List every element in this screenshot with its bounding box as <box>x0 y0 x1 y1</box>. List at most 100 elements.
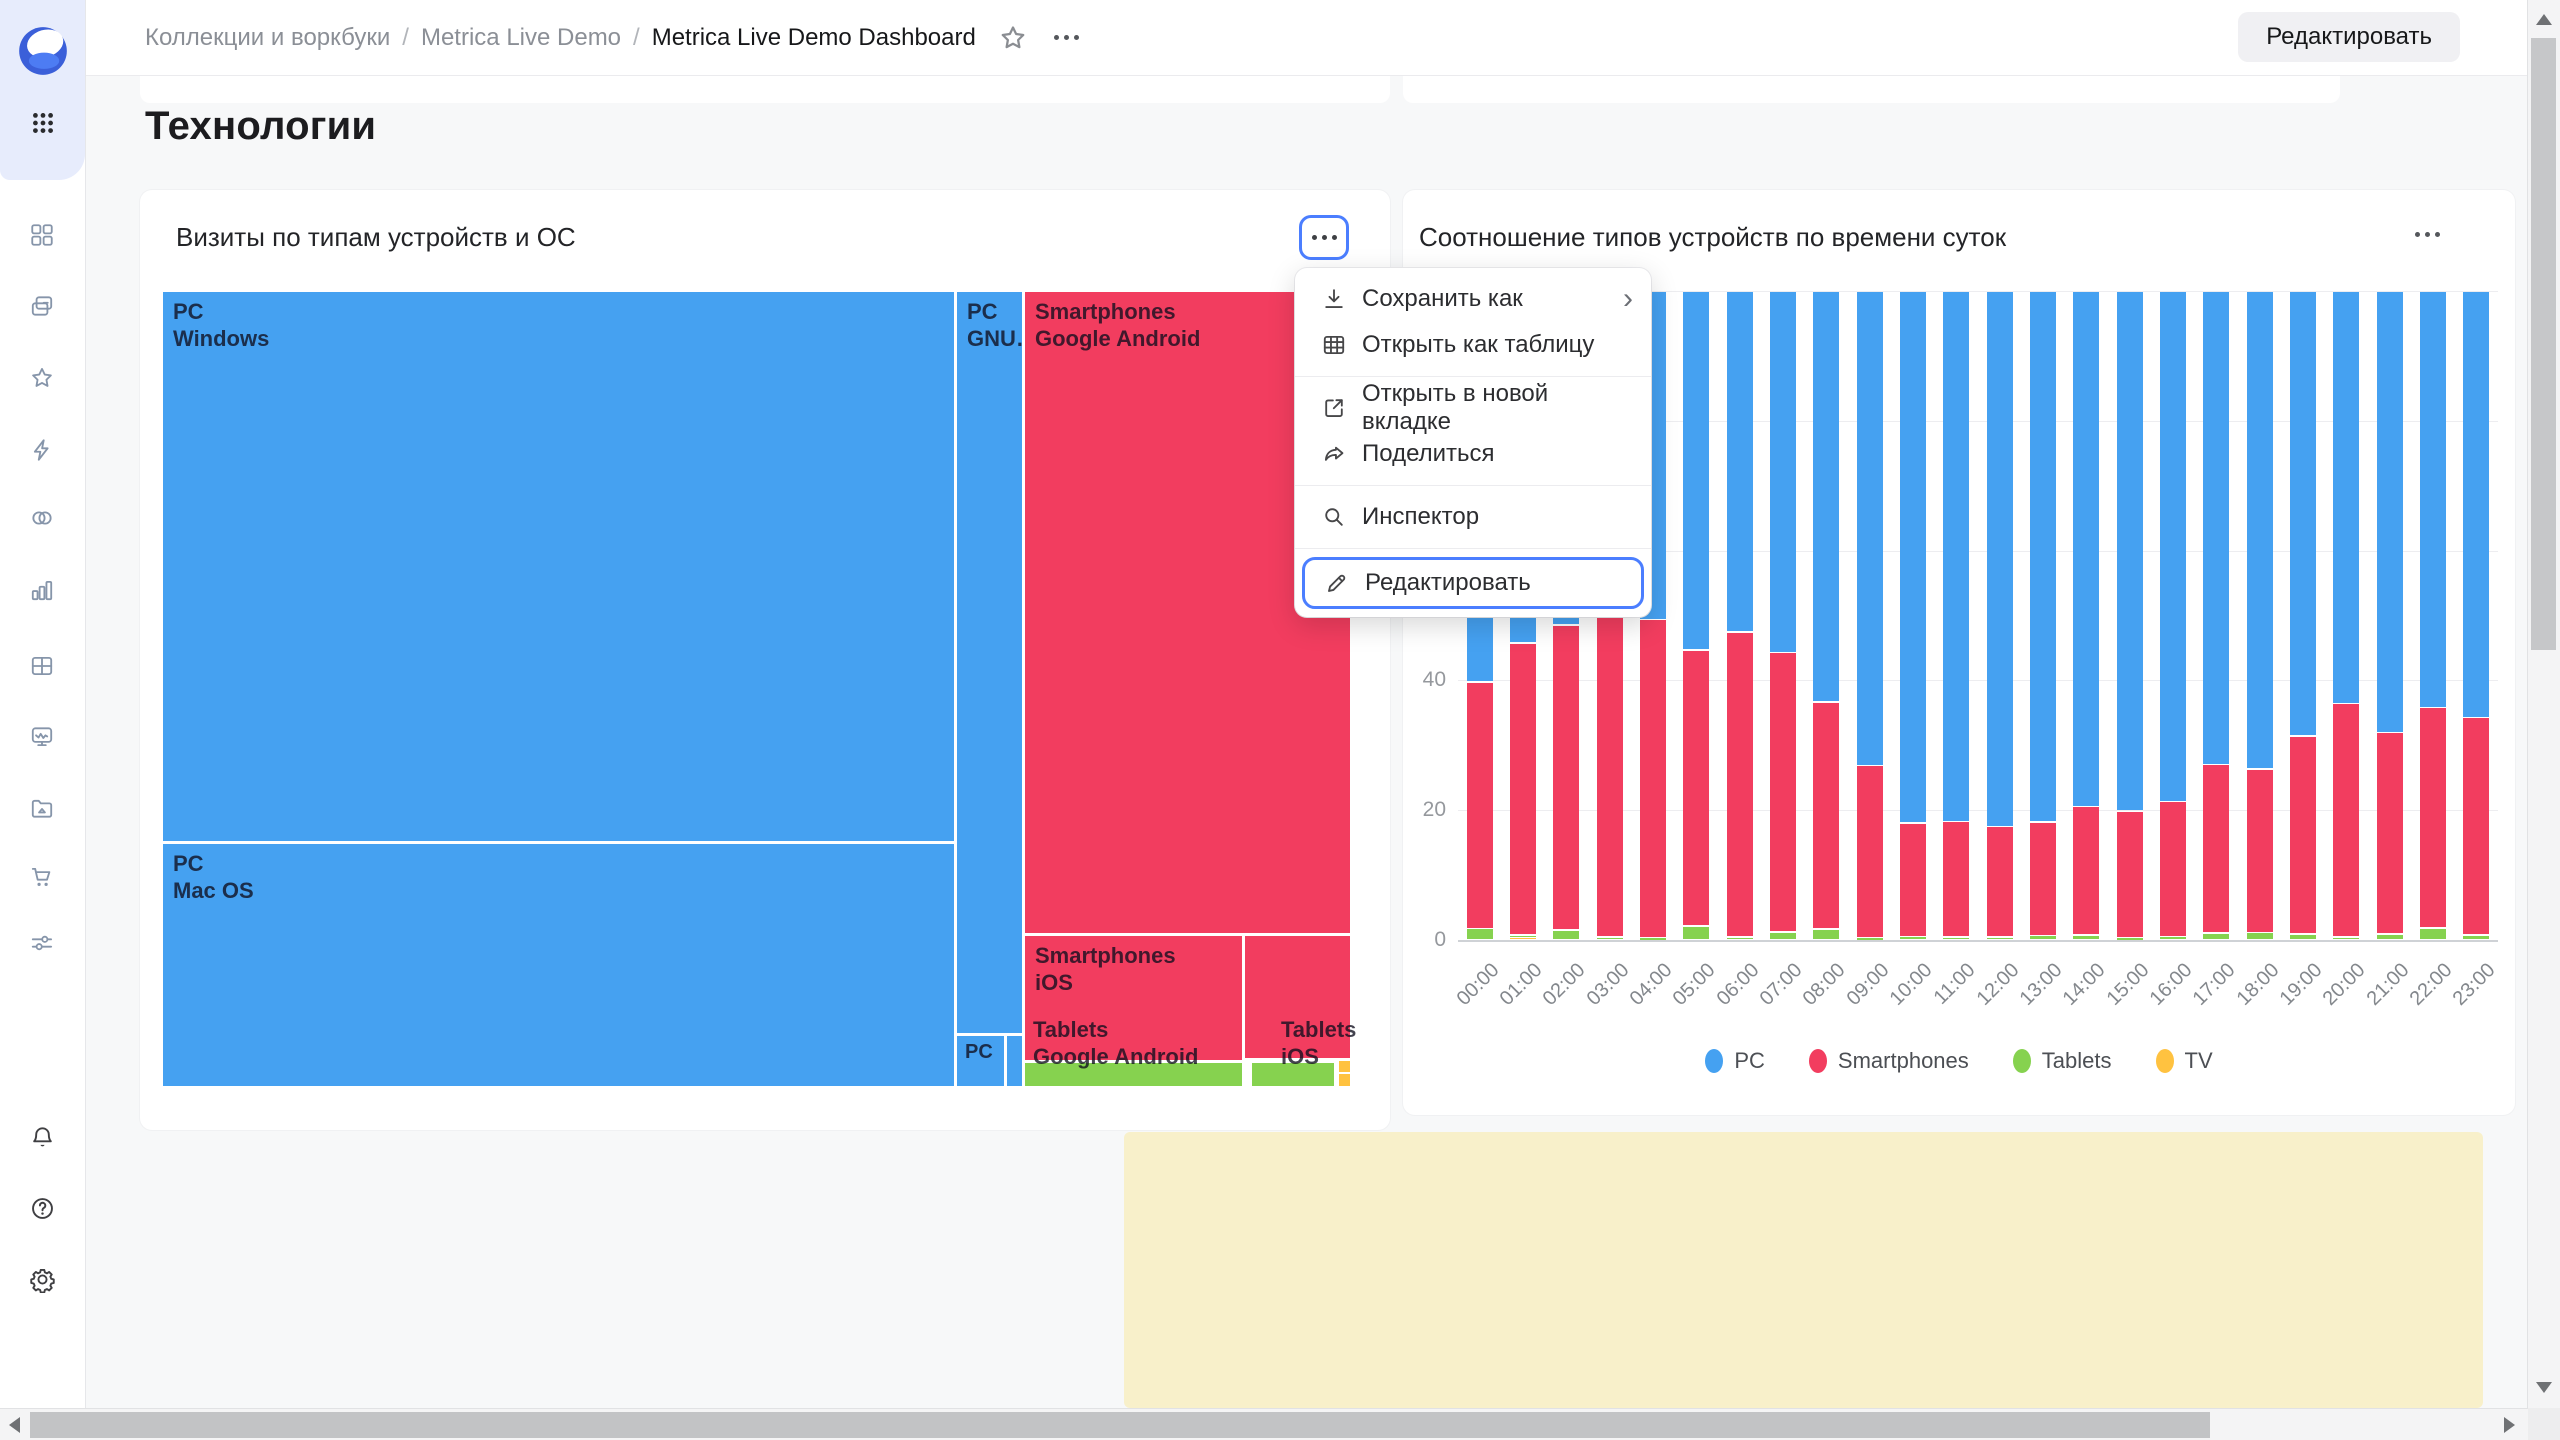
bar-segment-tablets-16:00[interactable] <box>2160 937 2186 940</box>
bar-segment-tablets-12:00[interactable] <box>1986 937 2013 940</box>
menu-item-open-in-new-tab[interactable]: Открыть в новой вкладке <box>1295 380 1651 435</box>
bar-segment-smartphones-19:00[interactable] <box>2290 736 2316 933</box>
monitor-chart-icon[interactable] <box>29 724 55 750</box>
bar-segment-pc-20:00[interactable] <box>2333 292 2360 703</box>
bar-segment-tablets-20:00[interactable] <box>2333 937 2360 940</box>
bar-segment-tablets-23:00[interactable] <box>2463 935 2490 940</box>
bar-segment-tv-01:00[interactable] <box>1510 937 1536 940</box>
menu-item-edit[interactable]: Редактировать <box>1305 560 1641 606</box>
bar-segment-pc-18:00[interactable] <box>2246 292 2273 769</box>
filters-icon[interactable] <box>29 930 55 956</box>
table-nav-icon[interactable] <box>29 653 55 679</box>
treemap-cell-smartphones-ios[interactable]: Smartphones iOS <box>1025 936 1242 1060</box>
bar-segment-smartphones-07:00[interactable] <box>1770 653 1796 932</box>
treemap-cell-pc-other[interactable]: PC <box>957 1036 1004 1086</box>
bar-segment-tablets-02:00[interactable] <box>1553 930 1580 940</box>
bar-segment-tablets-21:00[interactable] <box>2376 934 2403 940</box>
legend-item-tablets[interactable]: Tablets <box>2012 1048 2112 1074</box>
menu-item-open-as-table[interactable]: Открыть как таблицу <box>1295 322 1651 368</box>
treemap-cell-smartphones-other[interactable] <box>1245 936 1350 1058</box>
scroll-down-icon[interactable] <box>2536 1382 2552 1393</box>
bar-segment-tablets-11:00[interactable] <box>1943 937 1970 940</box>
bar-segment-pc-23:00[interactable] <box>2463 292 2490 717</box>
menu-item-save-as[interactable]: Сохранить как › <box>1295 276 1651 322</box>
bar-segment-tablets-03:00[interactable] <box>1596 937 1623 940</box>
bar-segment-pc-12:00[interactable] <box>1986 292 2013 826</box>
bar-segment-tablets-04:00[interactable] <box>1640 938 1666 940</box>
bar-segment-tablets-09:00[interactable] <box>1856 938 1883 940</box>
cart-icon[interactable] <box>29 864 55 890</box>
bar-segment-smartphones-17:00[interactable] <box>2203 765 2230 933</box>
treemap-cell-tablets-google-android[interactable] <box>1025 1063 1242 1086</box>
bar-segment-pc-15:00[interactable] <box>2116 292 2143 811</box>
bar-segment-pc-13:00[interactable] <box>2030 292 2056 822</box>
bar-segment-pc-17:00[interactable] <box>2203 292 2230 764</box>
bar-segment-smartphones-23:00[interactable] <box>2463 718 2490 935</box>
vertical-scroll-thumb[interactable] <box>2531 38 2556 650</box>
bar-segment-tablets-10:00[interactable] <box>1900 937 1926 940</box>
horizontal-scrollbar[interactable] <box>0 1408 2528 1440</box>
treemap-cell-tv-2[interactable] <box>1339 1074 1350 1086</box>
bar-segment-smartphones-04:00[interactable] <box>1640 620 1666 937</box>
bar-segment-smartphones-08:00[interactable] <box>1813 702 1840 929</box>
bar-segment-smartphones-16:00[interactable] <box>2160 802 2186 936</box>
datalens-logo[interactable] <box>17 25 69 77</box>
bar-segment-tablets-22:00[interactable] <box>2420 928 2446 940</box>
bar-segment-smartphones-11:00[interactable] <box>1943 822 1970 937</box>
bar-segment-pc-14:00[interactable] <box>2073 292 2100 806</box>
treemap-cell-tv-1[interactable] <box>1339 1061 1350 1072</box>
bar-segment-pc-07:00[interactable] <box>1770 292 1796 652</box>
bar-segment-pc-09:00[interactable] <box>1856 292 1883 765</box>
bar-segment-smartphones-10:00[interactable] <box>1900 823 1926 936</box>
bar-segment-smartphones-02:00[interactable] <box>1553 625 1580 930</box>
bar-segment-tablets-14:00[interactable] <box>2073 935 2100 940</box>
bar-segment-smartphones-22:00[interactable] <box>2420 708 2446 928</box>
bar-segment-tablets-13:00[interactable] <box>2030 936 2056 940</box>
breadcrumb-workbook[interactable]: Metrica Live Demo <box>420 23 622 51</box>
bar-segment-smartphones-03:00[interactable] <box>1596 616 1623 937</box>
menu-item-inspector[interactable]: Инспектор <box>1295 494 1651 540</box>
bar-segment-pc-22:00[interactable] <box>2420 292 2446 707</box>
legend-item-tv[interactable]: TV <box>2155 1048 2213 1074</box>
star-nav-icon[interactable] <box>29 365 55 391</box>
bell-icon[interactable] <box>29 1124 56 1151</box>
bar-segment-tablets-00:00[interactable] <box>1466 929 1493 940</box>
scroll-left-icon[interactable] <box>9 1417 20 1433</box>
bar-segment-tablets-08:00[interactable] <box>1813 929 1840 940</box>
bar-segment-pc-16:00[interactable] <box>2160 292 2186 801</box>
bar-segment-smartphones-21:00[interactable] <box>2376 733 2403 933</box>
treemap-cell-tablets-ios[interactable] <box>1252 1063 1334 1086</box>
bar-segment-smartphones-13:00[interactable] <box>2030 822 2056 935</box>
nav-squares-icon[interactable] <box>29 222 55 248</box>
help-icon[interactable] <box>29 1195 56 1222</box>
treemap-cell-pc-gnu-linux[interactable]: PC GNU… <box>957 292 1022 1033</box>
scroll-up-icon[interactable] <box>2536 14 2552 25</box>
edit-dashboard-button[interactable]: Редактировать <box>2238 12 2460 62</box>
bar-segment-tablets-19:00[interactable] <box>2290 934 2316 940</box>
linked-circles-icon[interactable] <box>29 505 55 531</box>
menu-item-share[interactable]: Поделиться <box>1295 431 1651 477</box>
breadcrumb-collections[interactable]: Коллекции и воркбуки <box>145 23 391 51</box>
bar-segment-tablets-01:00[interactable] <box>1510 935 1536 938</box>
bar-segment-pc-08:00[interactable] <box>1813 292 1840 702</box>
bar-segment-tablets-17:00[interactable] <box>2203 933 2230 940</box>
legend-item-pc[interactable]: PC <box>1705 1048 1765 1074</box>
treemap-widget-menu-button[interactable] <box>1299 215 1349 260</box>
bar-segment-pc-21:00[interactable] <box>2376 292 2403 732</box>
bar-segment-tablets-18:00[interactable] <box>2246 933 2273 940</box>
gear-icon[interactable] <box>29 1266 56 1293</box>
bar-segment-smartphones-09:00[interactable] <box>1856 766 1883 937</box>
bar-segment-pc-06:00[interactable] <box>1726 292 1753 632</box>
bar-segment-pc-19:00[interactable] <box>2290 292 2316 736</box>
bar-segment-pc-05:00[interactable] <box>1683 292 1710 650</box>
bar-segment-tablets-15:00[interactable] <box>2116 938 2143 940</box>
treemap-cell-pc-windows[interactable]: PC Windows <box>163 292 954 841</box>
breadcrumb-more-icon[interactable] <box>1053 35 1079 40</box>
bar-segment-tablets-06:00[interactable] <box>1726 937 1753 940</box>
bar-segment-smartphones-18:00[interactable] <box>2246 769 2273 932</box>
legend-item-smartphones[interactable]: Smartphones <box>1808 1048 1969 1074</box>
bar-segment-smartphones-00:00[interactable] <box>1466 682 1493 928</box>
bar-segment-smartphones-06:00[interactable] <box>1726 632 1753 937</box>
bar-segment-smartphones-12:00[interactable] <box>1986 827 2013 937</box>
bar-segment-smartphones-14:00[interactable] <box>2073 807 2100 935</box>
